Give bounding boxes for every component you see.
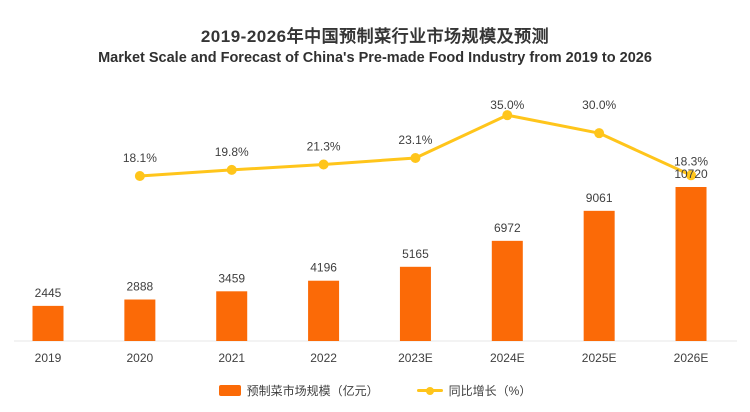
bar-2026E (675, 187, 707, 341)
growth-value-label-2025E: 30.0% (582, 98, 616, 112)
bar-value-label-2024E: 6972 (494, 221, 521, 235)
bar-2025E (583, 210, 615, 341)
growth-point-2025E (594, 128, 605, 139)
legend-label-market-scale: 预制菜市场规模（亿元） (246, 384, 379, 398)
bar-value-label-2025E: 9061 (586, 191, 613, 205)
growth-value-label-2022: 21.3% (307, 139, 341, 153)
line-marker-dot (425, 386, 434, 395)
growth-point-2022 (318, 159, 329, 170)
x-axis-label-2022: 2022 (310, 351, 337, 365)
bar-2022 (308, 280, 340, 341)
bar-value-label-2026E: 10720 (674, 167, 708, 181)
x-axis-label-2019: 2019 (35, 351, 62, 365)
x-axis-label-2023E: 2023E (398, 351, 433, 365)
growth-value-label-2021: 19.8% (215, 145, 249, 159)
chart-legend: 预制菜市场规模（亿元） 同比增长（%） (0, 382, 750, 399)
bar-value-label-2021: 3459 (218, 271, 245, 285)
bar-value-label-2023E: 5165 (402, 247, 429, 261)
growth-point-2026E (686, 170, 697, 181)
growth-point-2024E (502, 110, 513, 121)
chart-title: 2019-2026年中国预制菜行业市场规模及预测 (200, 27, 550, 46)
bar-swatch-icon (218, 385, 241, 396)
bar-2024E (491, 240, 523, 341)
bar-2019 (32, 305, 64, 341)
bar-value-label-2020: 2888 (127, 280, 154, 294)
growth-value-label-2023E: 23.1% (398, 133, 432, 147)
legend-label-growth: 同比增长（%） (448, 384, 532, 398)
bar-value-label-2022: 4196 (310, 261, 337, 275)
legend-item-growth: 同比增长（%） (416, 382, 532, 399)
growth-point-2021 (226, 164, 237, 175)
growth-value-label-2024E: 35.0% (490, 98, 524, 112)
bar-2020 (124, 299, 156, 341)
x-axis-label-2021: 2021 (218, 351, 245, 365)
bar-2021 (216, 291, 248, 341)
bar-value-label-2019: 2445 (35, 286, 62, 300)
growth-point-2023E (410, 153, 421, 163)
x-axis-label-2020: 2020 (127, 351, 154, 365)
growth-value-label-2020: 18.1% (123, 151, 157, 165)
chart-subtitle: Market Scale and Forecast of China's Pre… (98, 50, 652, 66)
x-axis-label-2026E: 2026E (674, 351, 709, 365)
market-scale-chart: 2445 2888 3459 4196 5165 6972 9061 10720 2019 202… (14, 98, 737, 365)
x-axis-label-2024E: 2024E (490, 351, 525, 365)
bar-2023E (399, 266, 431, 341)
legend-item-market-scale: 预制菜市场规模（亿元） (218, 382, 379, 399)
x-axis-label-2025E: 2025E (582, 351, 617, 365)
growth-point-2020 (134, 171, 145, 181)
line-marker-icon (416, 385, 443, 396)
growth-value-label-2026E: 18.3% (674, 154, 708, 168)
